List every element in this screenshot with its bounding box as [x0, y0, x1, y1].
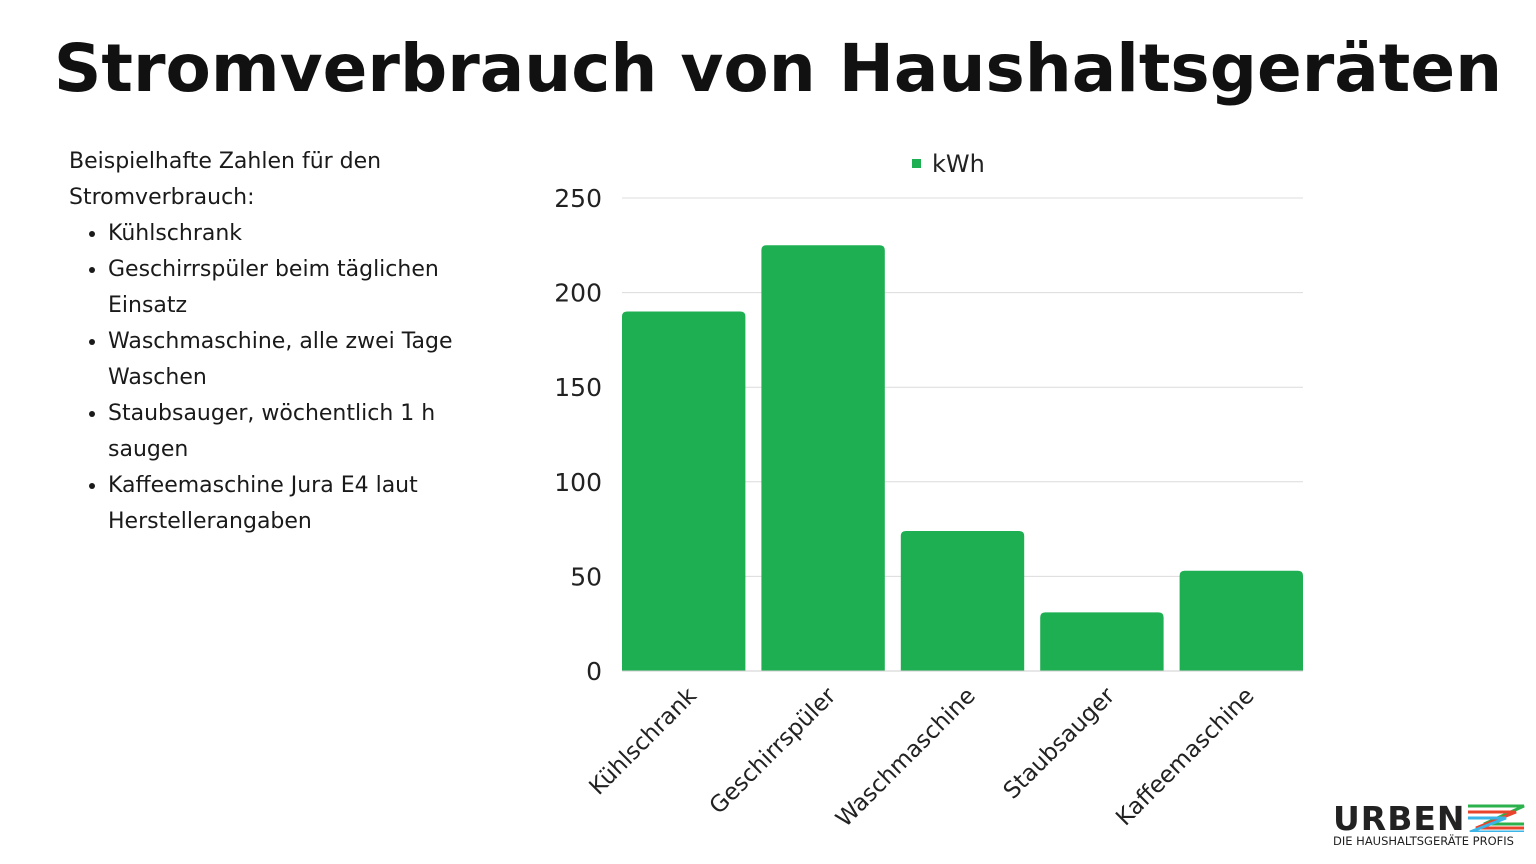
page-title: Stromverbrauch von Haushaltsgeräten	[53, 30, 1503, 107]
y-tick-label: 0	[586, 657, 602, 686]
y-tick-label: 50	[570, 562, 602, 591]
bar	[1040, 612, 1164, 671]
notes: Beispielhafte Zahlen für den Stromverbra…	[69, 144, 499, 540]
bar	[761, 245, 885, 672]
logo-tagline: DIE HAUSHALTSGERÄTE PROFIS	[1333, 834, 1514, 848]
x-tick-label: Waschmaschine	[831, 683, 980, 832]
y-tick-label: 250	[554, 184, 602, 213]
logo-wordmark: URBEN	[1333, 800, 1526, 837]
notes-item: Waschmaschine, alle zwei Tage Waschen	[108, 324, 499, 396]
notes-item: Staubsauger, wöchentlich 1 h saugen	[108, 396, 499, 468]
x-tick-label: Geschirrspüler	[705, 682, 842, 819]
x-tick-label: Staubsauger	[999, 682, 1121, 804]
legend-swatch	[912, 159, 921, 168]
notes-item: Kühlschrank	[108, 216, 499, 252]
logo-stripes-icon	[1467, 804, 1525, 834]
legend-label: kWh	[932, 150, 985, 178]
notes-intro: Beispielhafte Zahlen für den Stromverbra…	[69, 149, 382, 210]
bar	[900, 530, 1025, 671]
notes-list: Kühlschrank Geschirrspüler beim tägliche…	[69, 216, 499, 540]
x-tick-label: Kühlschrank	[584, 682, 702, 800]
notes-item: Geschirrspüler beim täglichen Einsatz	[108, 252, 499, 324]
bar	[1179, 570, 1303, 671]
logo: URBEN DIE HAUSHALTSGERÄTE PROFIS	[1333, 800, 1526, 848]
y-tick-label: 200	[554, 279, 602, 308]
x-tick-label: Kaffeemaschine	[1111, 683, 1259, 831]
y-tick-label: 100	[554, 468, 602, 497]
bar	[622, 311, 746, 671]
y-tick-label: 150	[554, 373, 602, 402]
notes-item: Kaffeemaschine Jura E4 laut Herstelleran…	[108, 468, 499, 540]
